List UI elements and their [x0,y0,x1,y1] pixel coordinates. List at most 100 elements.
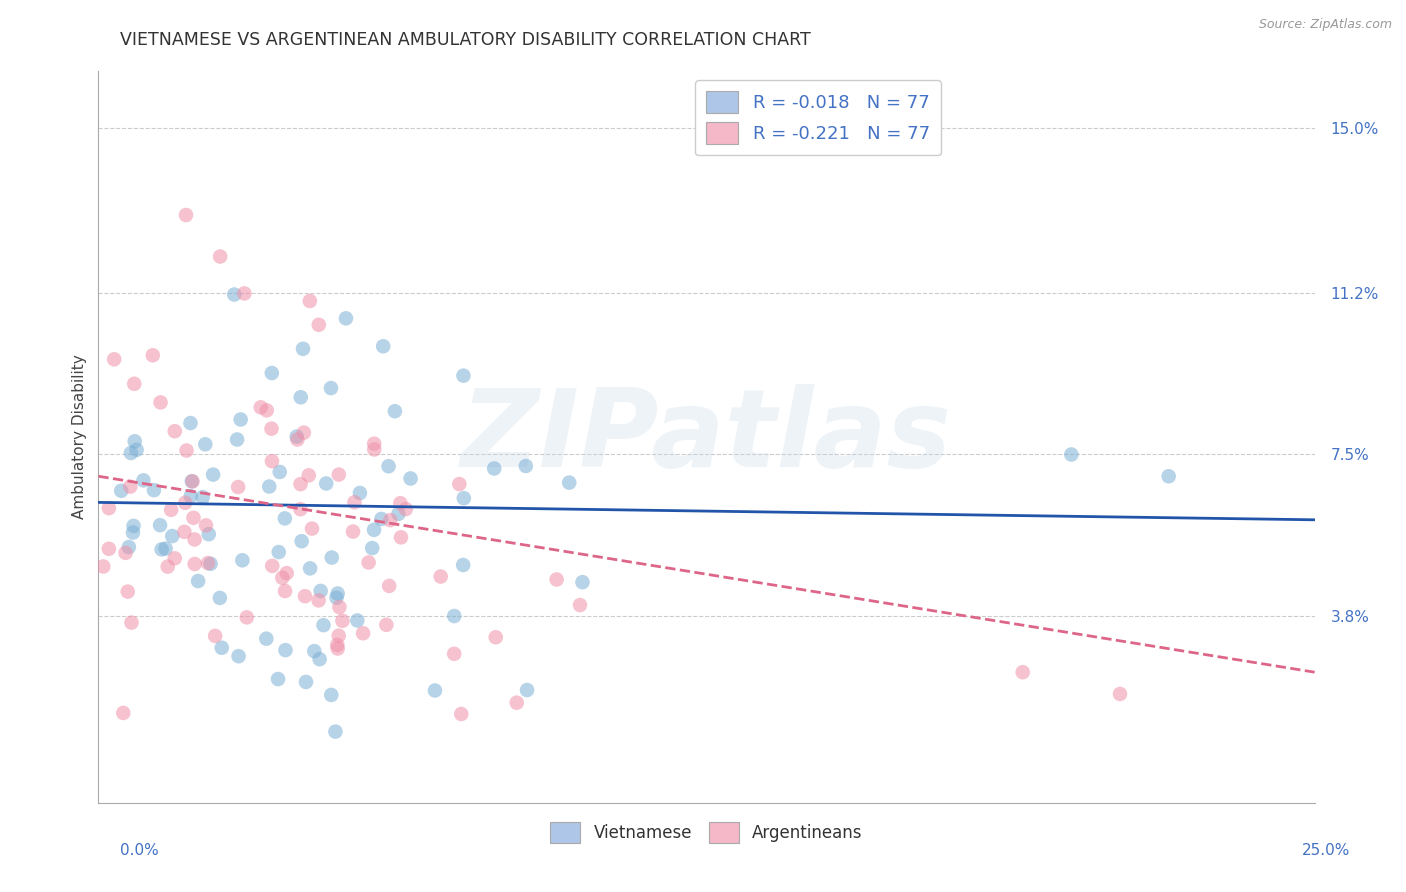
Point [328,467,350,482]
Point [267,672,290,686]
Point [558,475,581,490]
Point [183,533,205,547]
Point [326,638,349,652]
Point [569,598,592,612]
Point [155,541,177,556]
Point [304,644,326,658]
Point [194,437,217,451]
Point [370,512,392,526]
Point [449,477,471,491]
Point [373,339,395,353]
Point [256,403,278,417]
Point [1060,448,1083,462]
Point [180,489,202,503]
Point [326,586,349,600]
Point [309,583,332,598]
Point [162,529,184,543]
Point [195,518,218,533]
Point [450,706,472,721]
Point [298,293,321,308]
Point [308,318,330,332]
Point [260,366,283,380]
Point [224,287,246,301]
Point [269,465,291,479]
Point [321,688,343,702]
Point [226,480,249,494]
Point [267,545,290,559]
Point [292,425,315,440]
Point [290,477,312,491]
Point [443,609,465,624]
Point [254,632,277,646]
Point [122,525,145,540]
Point [163,424,186,438]
Point [110,483,132,498]
Point [346,614,368,628]
Point [233,286,256,301]
Point [125,442,148,457]
Point [187,574,209,588]
Point [335,311,357,326]
Point [202,467,225,482]
Point [97,541,120,556]
Point [271,571,294,585]
Point [285,429,308,443]
Point [301,522,323,536]
Text: Source: ZipAtlas.com: Source: ZipAtlas.com [1258,18,1392,31]
Point [163,551,186,566]
Point [308,652,330,666]
Point [197,527,219,541]
Point [231,553,253,567]
Point [97,501,120,516]
Point [118,540,141,554]
Legend: Vietnamese, Argentineans: Vietnamese, Argentineans [544,815,869,849]
Point [287,433,309,447]
Point [150,542,173,557]
Point [132,474,155,488]
Point [160,503,183,517]
Point [176,443,198,458]
Point [343,495,366,509]
Point [290,390,312,404]
Point [325,591,347,605]
Point [328,629,350,643]
Point [384,404,406,418]
Point [546,573,568,587]
Point [142,348,165,362]
Point [375,617,398,632]
Point [274,643,297,657]
Point [515,458,537,473]
Point [208,591,231,605]
Point [183,557,205,571]
Point [91,559,114,574]
Point [191,490,214,504]
Point [291,534,314,549]
Point [378,579,401,593]
Point [117,584,139,599]
Point [122,376,145,391]
Point [453,368,475,383]
Point [120,446,142,460]
Point [149,518,172,533]
Point [276,566,298,581]
Point [204,629,226,643]
Point [173,524,195,539]
Point [149,395,172,409]
Point [516,683,538,698]
Point [363,442,385,457]
Point [429,569,451,583]
Point [260,422,283,436]
Point [389,496,412,510]
Point [326,641,349,656]
Point [399,471,422,485]
Point [357,556,380,570]
Point [308,593,330,607]
Point [312,618,335,632]
Point [156,559,179,574]
Point [103,352,125,367]
Point [290,502,312,516]
Point [228,649,250,664]
Point [349,486,371,500]
Point [363,436,385,450]
Point [181,475,204,489]
